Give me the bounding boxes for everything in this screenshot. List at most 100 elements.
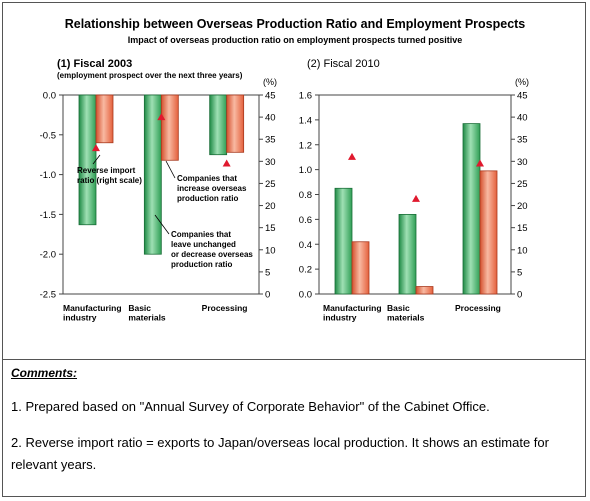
charts-svg: Relationship between Overseas Production… [40, 17, 529, 323]
chart-area: Relationship between Overseas Production… [3, 3, 587, 359]
annotation-unchanged-line: leave unchanged [171, 240, 236, 249]
annotation-increase-line: increase overseas [177, 184, 247, 193]
reverse-import-marker [412, 194, 420, 202]
category-label-line: industry [63, 313, 97, 323]
annotation-leader [165, 160, 176, 179]
annotation-increase-line: production ratio [177, 194, 238, 203]
bar-unchanged-or-decrease [334, 187, 353, 295]
reverse-import-marker [222, 159, 231, 167]
panel-subtitle: (employment prospect over the next three… [57, 71, 243, 80]
bar-increase [415, 286, 434, 295]
panel-title: (1) Fiscal 2003 [57, 58, 132, 70]
bar-unchanged-or-decrease [398, 213, 417, 295]
category-label-line: Basic [128, 303, 151, 313]
comment-note-2: 2. Reverse import ratio = exports to Jap… [11, 435, 549, 472]
category-label-line: Processing [455, 303, 501, 313]
y2-tick-label: 25 [265, 179, 276, 190]
annotation-reverse-import: Reverse import ratio (right scale) [77, 166, 142, 185]
y2-tick-label: 0 [517, 290, 522, 301]
y2-tick-label: 10 [265, 245, 276, 256]
annotation-leader [92, 154, 101, 165]
y2-tick-label: 0 [265, 290, 270, 301]
y-tick-label: 1.2 [299, 140, 312, 151]
y-tick-label: 0.4 [299, 240, 312, 251]
bar-unchanged-or-decrease [462, 123, 481, 295]
y2-tick-label: 5 [265, 267, 270, 278]
bar-increase [226, 94, 245, 153]
comments-section: Comments: 1. Prepared based on "Annual S… [3, 359, 585, 497]
y-tick-label: 1.0 [299, 165, 312, 176]
y-tick-label: -2.0 [40, 250, 56, 261]
y-tick-label: 1.6 [299, 91, 312, 102]
y2-tick-label: 20 [265, 201, 276, 212]
y2-axis-label: (%) [515, 77, 529, 87]
y2-tick-label: 15 [517, 223, 528, 234]
category-label-line: Manufacturing [63, 303, 122, 313]
y2-tick-label: 35 [517, 135, 528, 146]
annotation-unchanged-line: or decrease overseas [171, 250, 253, 259]
y-tick-label: -2.5 [40, 290, 56, 301]
panel-title: (2) Fiscal 2010 [307, 58, 380, 70]
y2-tick-label: 45 [265, 91, 276, 102]
y2-tick-label: 40 [265, 113, 276, 124]
y-tick-label: -1.5 [40, 210, 56, 221]
y2-tick-label: 10 [517, 245, 528, 256]
y-tick-label: 0.8 [299, 190, 312, 201]
annotation-unchanged-line: Companies that [171, 230, 231, 239]
y2-tick-label: 25 [517, 179, 528, 190]
figure-subtitle: Impact of overseas production ratio on e… [128, 35, 463, 45]
y2-tick-label: 45 [517, 91, 528, 102]
annotation-leader [154, 214, 170, 235]
category-label-line: materials [387, 313, 425, 323]
bar-increase [351, 241, 370, 295]
y2-tick-label: 15 [265, 223, 276, 234]
reverse-import-marker [348, 152, 356, 160]
bar-unchanged-or-decrease [209, 94, 228, 156]
y-tick-label: 0.0 [299, 290, 312, 301]
bar-unchanged-or-decrease [78, 94, 97, 226]
bar-increase [95, 94, 114, 144]
bar-increase [479, 170, 498, 295]
category-label: Basic materials [128, 303, 166, 323]
y2-tick-label: 20 [517, 201, 528, 212]
category-label-line: Processing [202, 303, 248, 313]
y2-axis-label: (%) [263, 77, 277, 87]
category-label: Processing [202, 303, 248, 313]
category-label: Basic materials [387, 303, 425, 323]
category-label: Manufacturing industry [323, 303, 382, 323]
annotation-reverse-import-line: ratio (right scale) [77, 176, 142, 185]
bar-increase [160, 94, 179, 161]
y-tick-label: 0.6 [299, 215, 312, 226]
reverse-import-marker [157, 113, 166, 121]
y-tick-label: 0.0 [43, 91, 56, 102]
category-label: Manufacturing industry [63, 303, 122, 323]
panel-fiscal-2003: (1) Fiscal 2003(employment prospect over… [40, 58, 277, 323]
annotation-increase-line: Companies that [177, 174, 237, 183]
y2-tick-label: 5 [517, 267, 522, 278]
y-tick-label: 1.4 [299, 115, 312, 126]
y-tick-label: -0.5 [40, 130, 56, 141]
annotation-increase: Companies that increase overseas productio… [177, 174, 247, 203]
annotation-unchanged: Companies that leave unchanged or decrease… [171, 230, 253, 269]
reverse-import-marker [476, 159, 484, 167]
y2-tick-label: 35 [265, 135, 276, 146]
category-label-line: materials [128, 313, 166, 323]
y-tick-label: -1.0 [40, 170, 56, 181]
category-label-line: industry [323, 313, 357, 323]
category-label: Processing [455, 303, 501, 313]
comment-note-1: 1. Prepared based on "Annual Survey of C… [11, 399, 490, 414]
annotation-reverse-import-line: Reverse import [77, 166, 136, 175]
category-label-line: Manufacturing [323, 303, 382, 313]
y2-tick-label: 30 [517, 157, 528, 168]
bar-unchanged-or-decrease [143, 94, 162, 255]
comments-title: Comments: [11, 366, 78, 380]
reverse-import-marker [92, 144, 100, 152]
category-label-line: Basic [387, 303, 410, 313]
figure-frame: Relationship between Overseas Production… [2, 2, 586, 497]
panel-fiscal-2010: (2) Fiscal 2010 1.6 1.4 1.2 1.0 0.8 0.6 0.4 0.2 0… [299, 58, 529, 323]
y2-tick-label: 30 [265, 157, 276, 168]
annotation-unchanged-line: production ratio [171, 260, 232, 269]
figure-title: Relationship between Overseas Production… [65, 17, 526, 31]
y2-tick-label: 40 [517, 113, 528, 124]
y-tick-label: 0.2 [299, 265, 312, 276]
